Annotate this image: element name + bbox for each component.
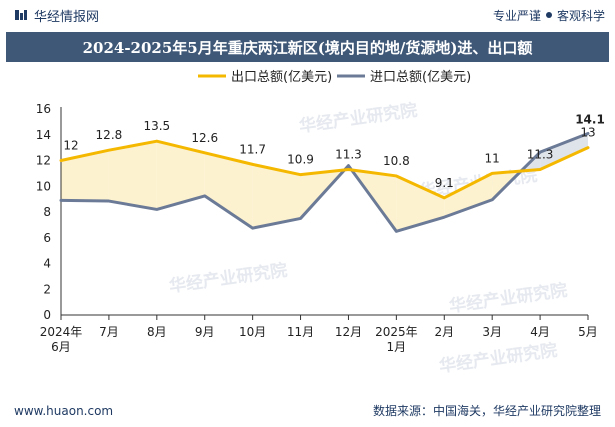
fill-between-area bbox=[204, 152, 253, 229]
watermark-text: 华经产业研究院 bbox=[448, 280, 569, 317]
footer-source: 数据来源：中国海关，华经产业研究院整理 bbox=[372, 404, 601, 418]
watermark-text: 华经产业研究院 bbox=[438, 340, 559, 377]
y-tick-label: 12 bbox=[36, 154, 51, 168]
x-tick-label: 11月 bbox=[287, 325, 314, 339]
y-tick-label: 14 bbox=[36, 128, 51, 142]
x-tick-label: 12月 bbox=[335, 325, 362, 339]
fill-between-area bbox=[252, 164, 301, 229]
footer-website[interactable]: www.huaon.com bbox=[14, 403, 114, 418]
import-data-label: 14.1 bbox=[575, 112, 605, 126]
y-tick-label: 8 bbox=[43, 205, 51, 219]
fill-between-area bbox=[444, 173, 493, 218]
export-data-label: 12 bbox=[63, 139, 78, 153]
export-data-label: 12.6 bbox=[191, 131, 218, 145]
export-data-label: 10.9 bbox=[287, 153, 314, 167]
x-tick-label: 2025年 1月 bbox=[375, 325, 418, 354]
fill-between-area bbox=[61, 150, 109, 202]
footer: www.huaon.com 数据来源：中国海关，华经产业研究院整理 bbox=[0, 394, 615, 427]
top-bar: 华经情报网 专业严谨 客观科学 bbox=[0, 0, 615, 30]
y-tick-label: 6 bbox=[43, 231, 51, 245]
export-data-label: 11 bbox=[485, 151, 500, 165]
fill-between-area bbox=[396, 175, 445, 232]
import-series-line bbox=[59, 131, 590, 233]
x-tick-label: 10月 bbox=[239, 325, 266, 339]
export-data-label: 10.8 bbox=[383, 154, 410, 168]
y-tick-label: 10 bbox=[36, 179, 51, 193]
export-data-label: 11.7 bbox=[239, 142, 266, 156]
y-tick-label: 16 bbox=[36, 102, 51, 116]
watermark-text: 华经产业研究院 bbox=[298, 100, 419, 137]
tagline: 专业严谨 客观科学 bbox=[493, 7, 605, 24]
fill-between-area bbox=[540, 133, 588, 170]
export-data-label: 13.5 bbox=[143, 119, 170, 133]
fill-between-area bbox=[156, 141, 205, 210]
x-tick-label: 9月 bbox=[195, 325, 215, 339]
export-data-label: 11.3 bbox=[527, 148, 554, 162]
tagline-dot-icon bbox=[545, 12, 552, 18]
y-tick-label: 4 bbox=[43, 257, 51, 271]
export-data-label: 12.8 bbox=[96, 128, 123, 142]
tagline-left: 专业严谨 bbox=[492, 8, 541, 23]
line-chart: 华经产业研究院华经产业研究院华经产业研究院华经产业研究院华经产业研究院出口总额(… bbox=[36, 70, 605, 377]
x-tick-label: 3月 bbox=[482, 325, 502, 339]
legend-import-label: 进口总额(亿美元) bbox=[370, 70, 471, 85]
brand-name: 华经情报网 bbox=[34, 9, 100, 25]
export-series-line bbox=[59, 139, 590, 200]
brand: 华经情报网 bbox=[14, 6, 99, 25]
export-data-label: 11.3 bbox=[335, 148, 362, 162]
legend-export-label: 出口总额(亿美元) bbox=[231, 70, 332, 85]
x-tick-label: 4月 bbox=[530, 325, 550, 339]
tagline-right: 客观科学 bbox=[556, 8, 605, 23]
fill-between-area bbox=[108, 141, 157, 210]
chart-title: 2024-2025年5月年重庆两江新区(境内目的地/货源地)进、出口额 bbox=[6, 32, 609, 62]
watermark-text: 华经产业研究院 bbox=[168, 260, 289, 297]
x-tick-label: 2月 bbox=[434, 325, 454, 339]
y-tick-label: 2 bbox=[43, 282, 51, 296]
x-tick-label: 5月 bbox=[578, 325, 598, 339]
brand-logo-icon bbox=[15, 10, 27, 20]
x-tick-label: 8月 bbox=[147, 325, 167, 339]
y-tick-label: 0 bbox=[43, 308, 51, 322]
export-data-label: 9.1 bbox=[435, 176, 454, 190]
x-tick-label: 7月 bbox=[99, 325, 119, 339]
export-data-label: 13 bbox=[580, 126, 595, 140]
x-tick-label: 2024年 6月 bbox=[40, 325, 83, 354]
